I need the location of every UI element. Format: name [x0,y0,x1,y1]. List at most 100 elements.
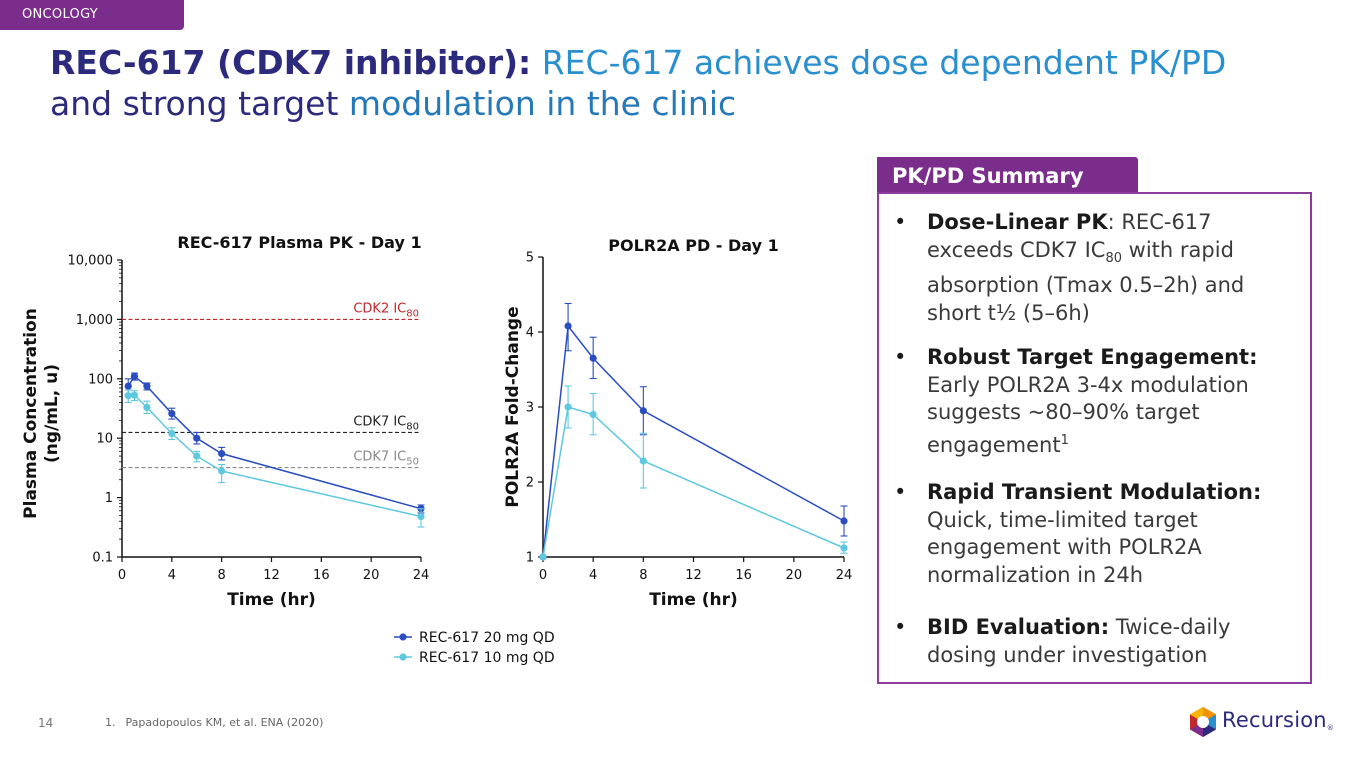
pd-y-tick-label: 4 [526,326,534,341]
pk-y-tick-label: 10,000 [68,254,114,269]
pk-data-point [218,467,226,475]
pk-ref-label: CDK2 IC80 [353,301,419,319]
pk-y-tick-label: 1,000 [76,313,113,328]
summary-bullet-2: Robust Target Engagement: Early POLR2A 3… [894,344,1297,459]
b2-sup: 1 [1060,432,1069,448]
b4-bold: BID Evaluation: [927,615,1110,639]
b1-text-a: : REC-617 exceeds CDK7 IC [927,210,1212,262]
footnote-text: Papadopoulos KM, et al. ENA (2020) [125,716,324,729]
legend-label: REC-617 20 mg QD [419,630,555,646]
pk-y-label-1: Plasma Concentration [21,308,41,519]
pk-data-point [130,372,139,380]
pk-data-point [218,450,226,458]
pk-chart-title: REC-617 Plasma PK - Day 1 [177,233,421,252]
ref-label-main: CDK7 IC [353,450,406,465]
summary-bullet-4: BID Evaluation: Twice-daily dosing under… [894,614,1297,669]
title-line1-rest: REC-617 achieves dose dependent PK/PD [531,43,1227,82]
pk-y-tick-label: 1 [105,491,113,506]
pk-y-tick-label: 100 [88,372,113,387]
recursion-logo-icon [1190,707,1216,737]
pk-data-point [193,434,201,442]
section-tag: ONCOLOGY [0,0,184,30]
summary-heading: PK/PD Summary [877,157,1138,193]
pk-series-line-1 [127,375,422,510]
pk-ref-label: CDK7 IC50 [353,450,419,468]
pd-series-line-1 [542,324,845,558]
pk-data-point [417,512,425,521]
pd-data-point [840,517,848,525]
b4-text: Twice-daily dosing under investigation [927,615,1231,667]
pk-x-tick-label: 0 [118,568,126,583]
pk-x-tick-label: 8 [218,568,226,583]
b3-text: Quick, time-limited target engagement wi… [927,507,1202,587]
pd-x-tick-label: 8 [639,568,647,583]
summary-bullet-3: Rapid Transient Modulation: Quick, time-… [894,479,1297,589]
pk-data-point [143,382,151,390]
pk-y-tick-label: 10 [96,432,113,447]
legend-marker [399,633,407,641]
pd-chart-title: POLR2A PD - Day 1 [608,236,778,255]
pd-y-tick-label: 2 [526,476,534,491]
pd-data-point [589,354,597,362]
b1-bold: Dose-Linear PK [927,210,1108,234]
title-line2-b: modulation in the clinic [338,84,737,123]
pk-data-point [130,391,139,399]
pk-data-point [143,403,151,412]
ref-label-sub: 80 [406,421,419,432]
pk-data-point [168,409,176,418]
title-bold: REC-617 (CDK7 inhibitor): [50,43,532,82]
pd-x-tick-label: 20 [786,568,803,583]
pk-x-tick-label: 24 [413,568,430,583]
pd-data-point [564,322,572,330]
footnote-number: 1. [105,716,116,729]
pd-data-point [639,407,647,415]
b1-sub: 80 [1105,250,1122,266]
pd-x-tick-label: 24 [836,568,853,583]
pk-x-tick-label: 16 [313,568,330,583]
logo-registered: ® [1326,724,1334,732]
legend-label: REC-617 10 mg QD [419,650,555,666]
footnote: 1. Papadopoulos KM, et al. ENA (2020) [105,716,323,729]
page-number: 14 [38,716,54,730]
ref-label-main: CDK2 IC [353,301,406,316]
b2-text: Early POLR2A 3-4x modulation suggests ~8… [927,372,1249,457]
pk-y-tick-label: 0.1 [92,551,113,566]
page-title: REC-617 (CDK7 inhibitor): REC-617 achiev… [50,42,1330,124]
ref-label-main: CDK7 IC [353,414,406,429]
title-line2-a: and strong target [50,84,339,123]
b1-text-b: with rapid absorption (Tmax 0.5–2h) and … [927,237,1245,325]
summary-bullet-1: Dose-Linear PK: REC-617 exceeds CDK7 IC8… [894,209,1297,327]
pk-y-label-2: (ng/mL, u) [42,364,62,463]
pd-x-tick-label: 4 [589,568,597,583]
pk-data-point [124,392,132,400]
b2-bold: Robust Target Engagement: [927,345,1258,369]
charts-area: REC-617 Plasma PK - Day 10 4 8 12 16 20 240.11… [21,233,853,666]
pd-y-tick-label: 1 [526,551,534,566]
pd-data-point [539,553,547,561]
ref-label-sub: 80 [406,308,419,319]
pd-data-point [639,457,647,465]
pd-data-point [564,403,572,411]
pk-data-point [193,452,201,460]
pd-data-point [840,544,848,552]
pd-x-tick-label: 0 [539,568,547,583]
pd-y-tick-label: 3 [526,401,534,416]
pd-series-line-2 [542,406,845,558]
pd-y-label: POLR2A Fold-Change [503,306,523,507]
pd-data-point [589,410,597,419]
logo-wordmark: Recursion [1222,708,1327,732]
pk-x-label: Time (hr) [227,590,316,610]
pk-data-point [124,382,132,390]
pk-ref-label: CDK7 IC80 [353,414,419,432]
legend-marker [399,653,407,661]
ref-label-sub: 50 [406,457,419,468]
pd-y-tick-label: 5 [526,251,534,266]
summary-box: Dose-Linear PK: REC-617 exceeds CDK7 IC8… [877,192,1312,684]
pd-x-tick-label: 12 [685,568,702,583]
pk-x-tick-label: 4 [168,568,176,583]
pk-x-tick-label: 12 [263,568,280,583]
pd-x-label: Time (hr) [649,590,738,610]
pd-x-tick-label: 16 [735,568,752,583]
b3-bold: Rapid Transient Modulation: [927,480,1262,504]
pk-data-point [168,429,176,438]
